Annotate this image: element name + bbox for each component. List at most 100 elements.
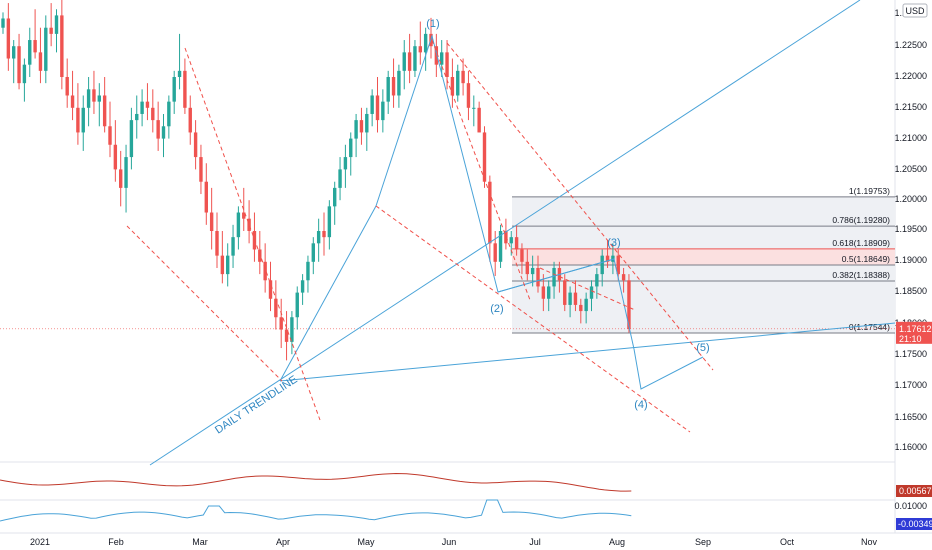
candle [172,70,176,114]
candle-body [327,206,332,238]
channel-line [126,225,283,382]
wave-labels: (1) (2) (3) (4) (5) [426,18,709,411]
candle [252,212,257,262]
last-price-badge-box [896,321,932,344]
y-tick-label: 1.22500 [894,40,927,50]
candle-body [300,280,305,293]
candle-body [86,89,91,108]
candle-body [343,157,348,170]
candle [177,33,182,90]
candle-body [220,255,225,275]
candle [92,70,96,114]
candle-body [151,107,155,121]
candle [215,212,219,268]
candle-body [611,255,615,262]
candle [290,311,294,355]
x-tick-label: Jul [529,537,541,547]
candle-body [391,77,396,96]
candle-body [397,70,401,96]
wave-label: (3) [607,237,620,249]
candle-body [584,298,588,312]
candle-body [595,274,599,287]
candle [573,280,578,312]
candle-body [124,157,128,188]
fib-level-label: 0.382(1.18388) [832,270,890,280]
candle-body [263,261,267,281]
candle-body [22,64,27,84]
candle-body [140,101,144,114]
candle-body [247,218,251,231]
candle-body [44,27,48,71]
candle [391,58,396,108]
candle-body [60,15,64,77]
candle [461,58,465,96]
wave-label: (4) [634,399,647,411]
fib-level-label: 0.618(1.18909) [832,238,890,248]
candle [536,255,540,293]
candle [327,200,332,250]
candle-body [514,237,519,250]
candle [119,150,123,207]
candle [22,58,27,102]
candle [151,89,155,133]
candle-body [290,317,294,342]
candle-body [129,120,134,158]
candle-body [268,280,273,299]
candle [65,58,69,108]
candle [97,83,101,127]
candle [589,280,594,312]
candle-body [38,52,43,71]
y-tick-label: 1.19000 [894,255,927,265]
candle [28,27,32,77]
candle [204,163,208,225]
candle-body [573,292,578,305]
currency-badge: USD [902,3,928,18]
fib-level-label: 0(1.17544) [849,322,890,332]
channel-line [184,47,321,421]
candle [525,249,529,281]
candle [17,33,21,90]
candle-body [568,292,572,305]
candle [440,40,444,77]
candle [49,3,53,47]
currency-label: USD [905,6,925,16]
candle-body [161,126,166,139]
x-tick-label: Oct [780,537,795,547]
candle [60,0,64,90]
candle [279,298,283,349]
indicator-2-level-label: 0.01000 [894,501,927,511]
candle [167,95,171,139]
candle [600,249,604,287]
candle [70,70,75,121]
candle [423,27,428,71]
candle-body [322,231,326,238]
candle [44,15,48,84]
candle-body [536,267,540,287]
countdown-label: 21:10 [899,334,922,344]
candle-body [199,157,203,182]
y-tick-label: 1.20000 [894,194,927,204]
candle [226,243,230,287]
candle [530,255,535,287]
candle [274,280,278,330]
candle-body [113,144,118,170]
candle-body [226,255,230,275]
candle-body [28,40,32,65]
candle-body [407,52,412,71]
channels [126,39,714,433]
candle-body [349,138,353,158]
indicator-1-line [0,472,632,492]
candle-body [33,40,37,53]
candle-body [530,267,535,275]
candle-body [215,231,219,256]
y-tick-label: 1.17000 [894,380,927,390]
candle [108,101,112,158]
candle-body [402,52,406,71]
candle [188,95,192,145]
candle [541,274,546,312]
x-tick-label: Nov [861,537,878,547]
candle [54,9,59,53]
candle-body [188,107,192,133]
candle-body [456,70,460,96]
